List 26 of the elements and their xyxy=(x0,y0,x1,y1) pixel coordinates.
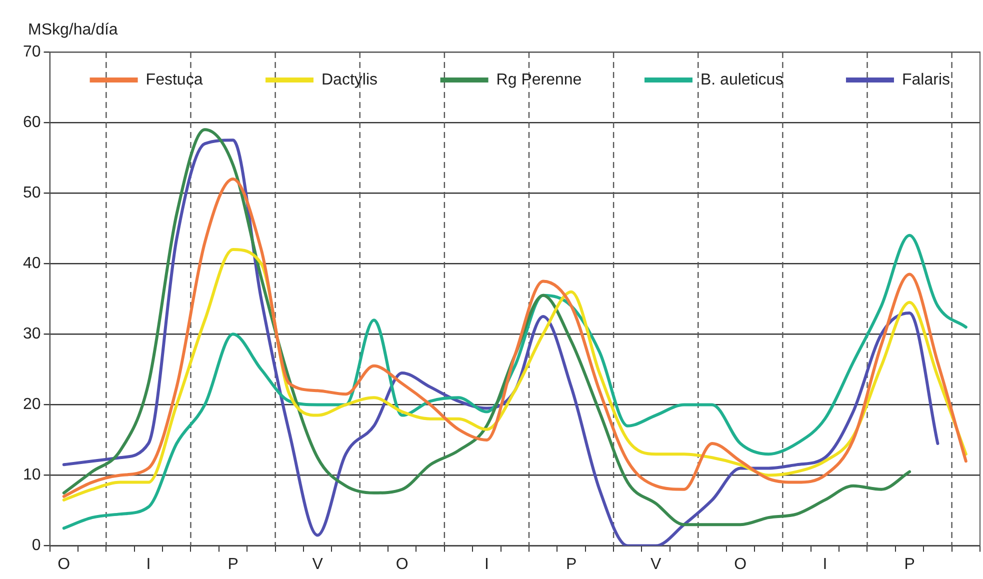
y-tick-label: 20 xyxy=(23,396,41,414)
x-tick-label: V xyxy=(312,556,324,573)
line-series xyxy=(62,177,968,498)
x-tick-label: I xyxy=(484,556,489,573)
legend-label: Festuca xyxy=(146,71,203,88)
y-tick-label: 30 xyxy=(23,326,41,343)
y-tick-label: 40 xyxy=(23,255,41,272)
x-tick-label: P xyxy=(228,556,238,573)
y-axis-title: MSkg/ha/día xyxy=(28,21,118,38)
y-tick-label: 10 xyxy=(23,466,41,484)
y-tick-label: 0 xyxy=(32,537,41,554)
x-tick-label: O xyxy=(396,556,408,573)
x-tick-label: P xyxy=(904,556,915,573)
x-tick-label: O xyxy=(734,556,747,573)
x-tick-label: P xyxy=(566,556,577,573)
x-tick-label: I xyxy=(146,556,151,573)
legend-label: B. auleticus xyxy=(700,71,784,88)
y-tick-label: 50 xyxy=(23,184,41,202)
x-tick-label: I xyxy=(822,556,828,573)
legend-label: Falaris xyxy=(902,71,950,88)
x-tick-label: O xyxy=(58,556,70,573)
legend-label: Dactylis xyxy=(322,71,378,88)
legend-label: Rg Perenne xyxy=(496,71,582,88)
x-tick-label: V xyxy=(650,556,662,573)
y-tick-label: 70 xyxy=(23,43,41,60)
y-tick-label: 60 xyxy=(23,114,41,131)
